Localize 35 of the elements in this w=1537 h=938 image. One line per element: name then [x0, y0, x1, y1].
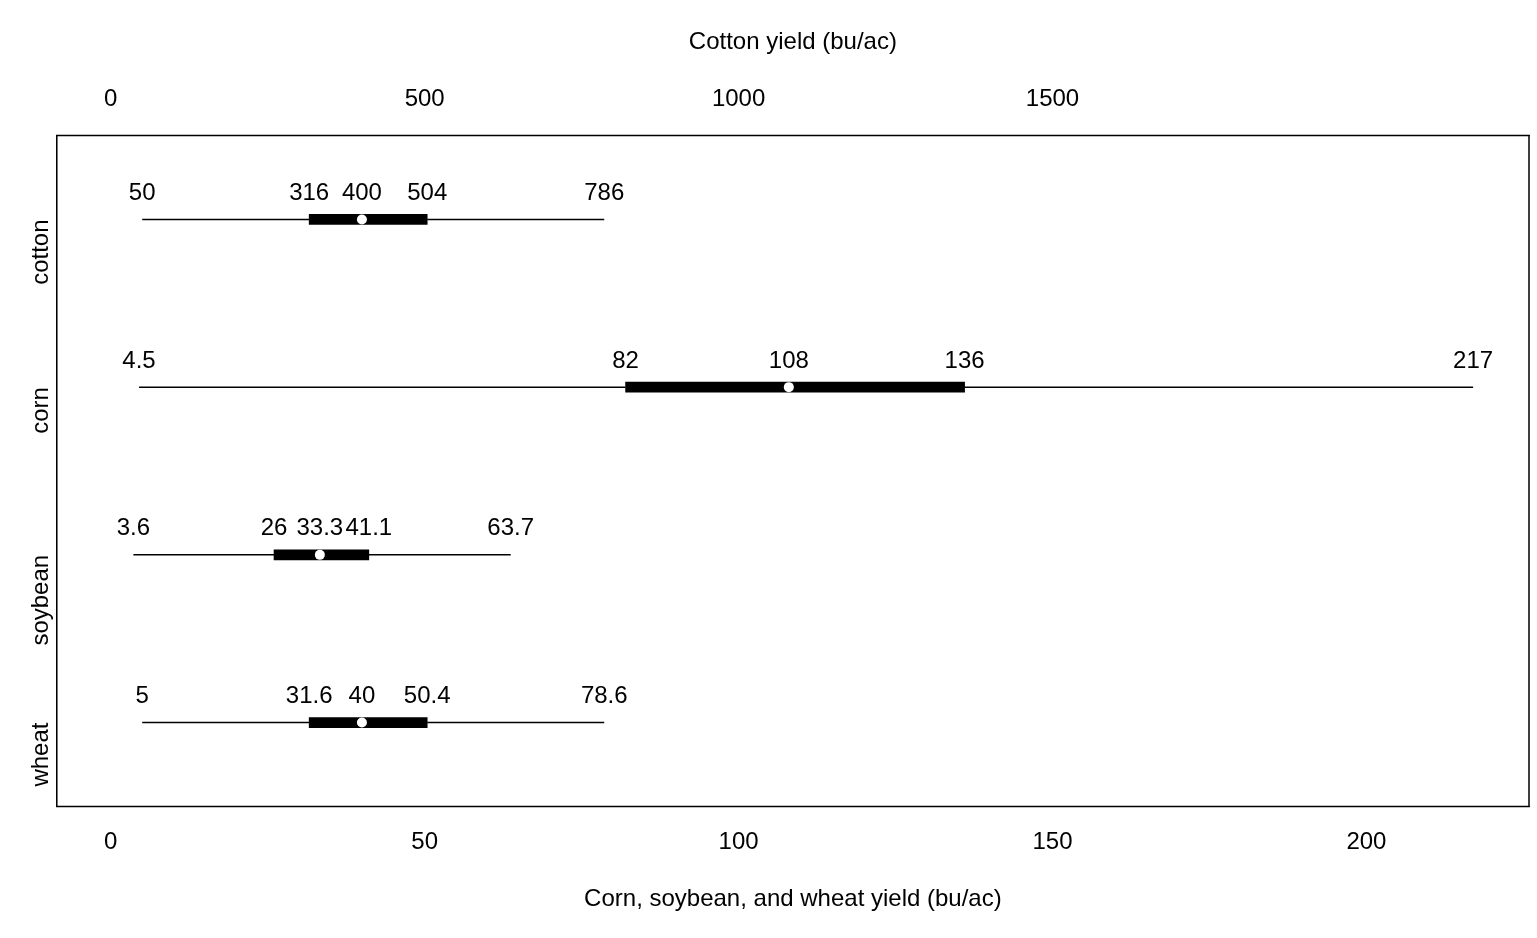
text: 41.1 [345, 513, 393, 541]
text: 82 [612, 345, 639, 373]
text: 316 [289, 178, 330, 206]
text: 78.6 [580, 681, 628, 709]
y-tick-label: soybean [26, 554, 54, 646]
x2-tick-label: 1500 [1025, 83, 1080, 111]
x-tick-label: 200 [1346, 827, 1387, 855]
x-tick-label: 0 [104, 827, 118, 855]
y-tick-label: corn [26, 387, 54, 434]
text: 50 [128, 178, 156, 206]
text: 217 [1453, 345, 1494, 373]
x-tick-label: 150 [1032, 827, 1073, 855]
x-tick-label: 100 [718, 827, 759, 855]
text: 786 [584, 178, 625, 206]
text: 400 [341, 178, 382, 206]
x2-axis-title: Cotton yield (bu/ac) [688, 27, 897, 55]
text: 136 [944, 345, 985, 373]
text: 4.5 [122, 345, 156, 373]
y-tick-label: wheat [26, 722, 54, 788]
text: 50.4 [403, 681, 451, 709]
x2-tick-label: 1000 [711, 83, 766, 111]
y-tick-label: cotton [26, 219, 54, 285]
x2-tick-label: 0 [104, 83, 118, 111]
text: 63.7 [487, 513, 535, 541]
text: 108 [768, 345, 809, 373]
x-tick-label: 50 [411, 827, 439, 855]
text: 40 [348, 681, 376, 709]
text: 3.6 [116, 513, 151, 541]
x-axis-title: Corn, soybean, and wheat yield (bu/ac) [584, 884, 1002, 912]
x2-tick-label: 500 [404, 83, 445, 111]
text: 26 [260, 513, 288, 541]
text: 33.3 [296, 513, 344, 541]
text: 5 [135, 681, 149, 709]
text: 31.6 [285, 681, 333, 709]
text: 504 [407, 178, 448, 206]
